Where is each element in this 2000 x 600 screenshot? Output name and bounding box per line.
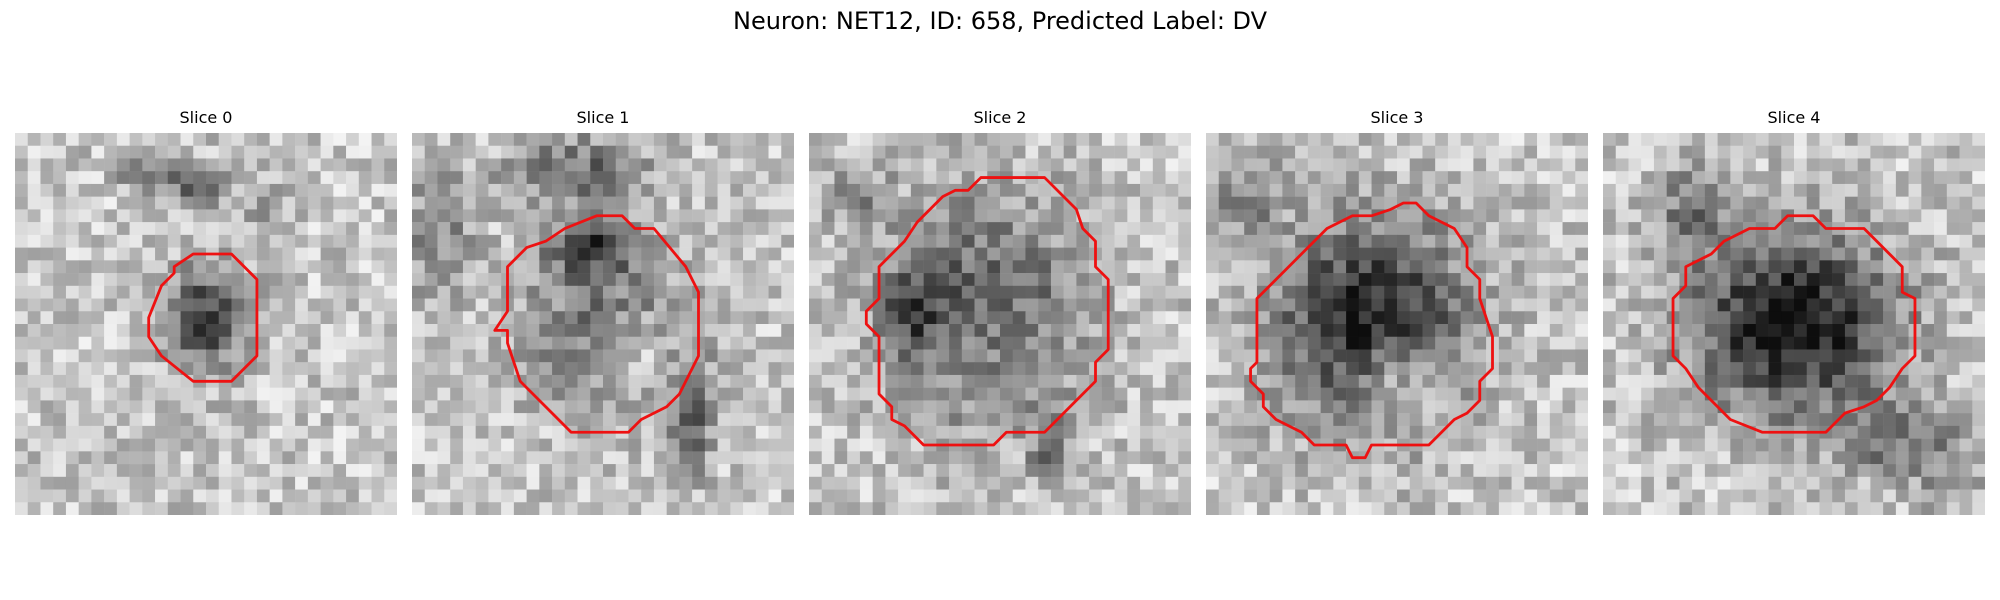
cell-contour [1671,214,1917,434]
slice-image [1206,133,1588,515]
cell-contour [147,252,259,383]
slice-image [809,133,1191,515]
panel-title: Slice 3 [1370,108,1424,127]
slice-image [15,133,397,515]
panel-title: Slice 2 [973,108,1027,127]
panel-title: Slice 4 [1767,108,1821,127]
figure-title: Neuron: NET12, ID: 658, Predicted Label:… [732,7,1268,35]
cell-contour [493,214,700,434]
slice-image [1603,133,1985,515]
slice-image [412,133,794,515]
panel-title: Slice 1 [576,108,630,127]
panel-title: Slice 0 [179,108,233,127]
cell-contour [864,176,1110,447]
cell-contour [1249,201,1494,460]
